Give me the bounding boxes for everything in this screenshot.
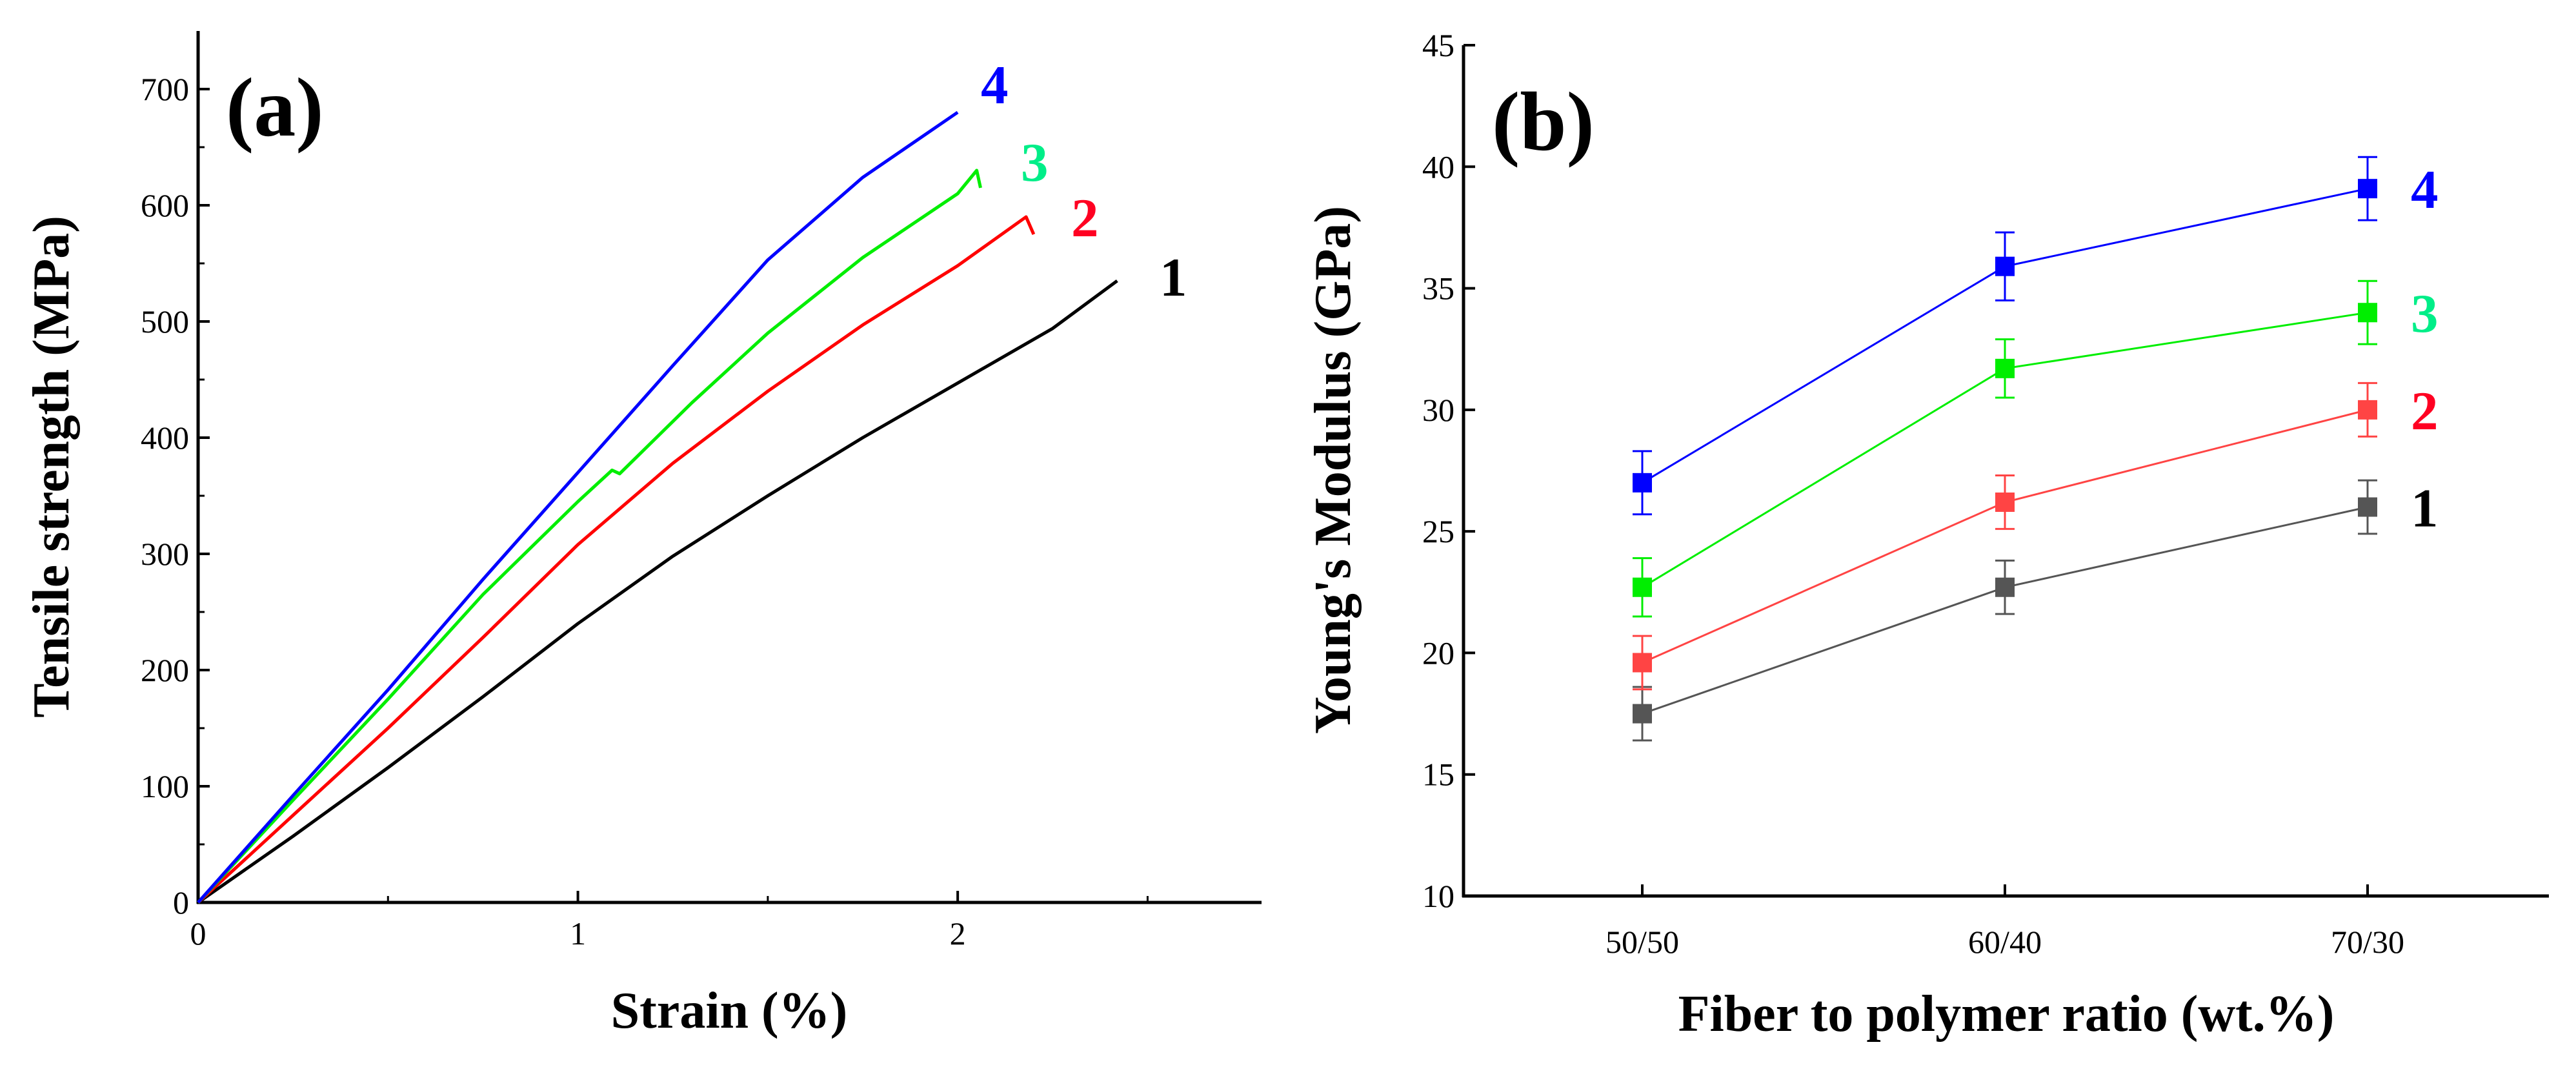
x-axis-title: Fiber to polymer ratio (wt.%) — [1678, 986, 2335, 1043]
y-tick-label: 700 — [141, 71, 189, 107]
data-point-marker — [1995, 358, 2015, 378]
data-point-marker — [1995, 256, 2015, 276]
series-label-4: 4 — [2411, 159, 2439, 220]
series-line-3 — [197, 168, 982, 904]
data-point-marker — [2358, 400, 2377, 420]
y-axis-title: Tensile strength (MPa) — [23, 216, 80, 718]
data-point-marker — [2358, 179, 2377, 199]
series-line-1 — [197, 279, 1118, 904]
y-tick-label: 0 — [173, 884, 189, 921]
x-axis-title: Strain (%) — [611, 982, 848, 1039]
series-label-2: 2 — [2411, 381, 2439, 442]
data-point-marker — [1995, 492, 2015, 512]
y-tick-label: 400 — [141, 420, 189, 456]
y-tick-label: 100 — [141, 768, 189, 804]
panel-label: (b) — [1492, 76, 1595, 168]
y-tick-label: 600 — [141, 187, 189, 223]
series-line-4 — [197, 110, 959, 904]
x-tick-label: 50/50 — [1605, 924, 1679, 960]
y-tick-label: 40 — [1422, 148, 1454, 185]
y-tick-label: 25 — [1422, 513, 1454, 549]
x-tick-label: 0 — [190, 915, 206, 952]
x-tick-label: 2 — [950, 915, 966, 952]
series-label-1: 1 — [2411, 478, 2439, 538]
panel-label: (a) — [226, 61, 324, 154]
data-point-marker — [1633, 704, 1652, 724]
series-line-2 — [197, 215, 1036, 904]
series-label-3: 3 — [2411, 283, 2439, 344]
data-point-marker — [2358, 303, 2377, 323]
y-tick-label: 20 — [1422, 635, 1454, 671]
data-point-marker — [1633, 577, 1652, 597]
y-tick-label: 15 — [1422, 757, 1454, 793]
data-point-marker — [1995, 577, 2015, 597]
x-tick-label: 1 — [570, 915, 586, 952]
y-tick-label: 45 — [1422, 27, 1454, 63]
data-point-marker — [1633, 473, 1652, 493]
x-tick-label: 70/30 — [2331, 924, 2404, 960]
y-tick-label: 200 — [141, 652, 189, 688]
y-tick-label: 30 — [1422, 392, 1454, 428]
panel-b-modulus-chart: 10 15 20 25 30 35 40 45 50/50 60/40 70/30 1 2 3 4 (b) Fi… — [1305, 27, 2549, 1043]
series-label-4: 4 — [981, 55, 1009, 116]
x-tick-label: 60/40 — [1968, 924, 2042, 960]
y-tick-label: 35 — [1422, 270, 1454, 307]
data-point-marker — [1633, 653, 1652, 673]
y-tick-label: 500 — [141, 303, 189, 340]
series-label-2: 2 — [1071, 188, 1099, 249]
y-axis-title: Young's Modulus (GPa) — [1305, 206, 1362, 734]
series-label-1: 1 — [1160, 247, 1187, 308]
series-line-2 — [1642, 409, 2368, 664]
y-tick-label: 300 — [141, 536, 189, 572]
data-point-marker — [2358, 497, 2377, 517]
series-label-3: 3 — [1021, 132, 1049, 193]
y-tick-label: 10 — [1422, 878, 1454, 914]
